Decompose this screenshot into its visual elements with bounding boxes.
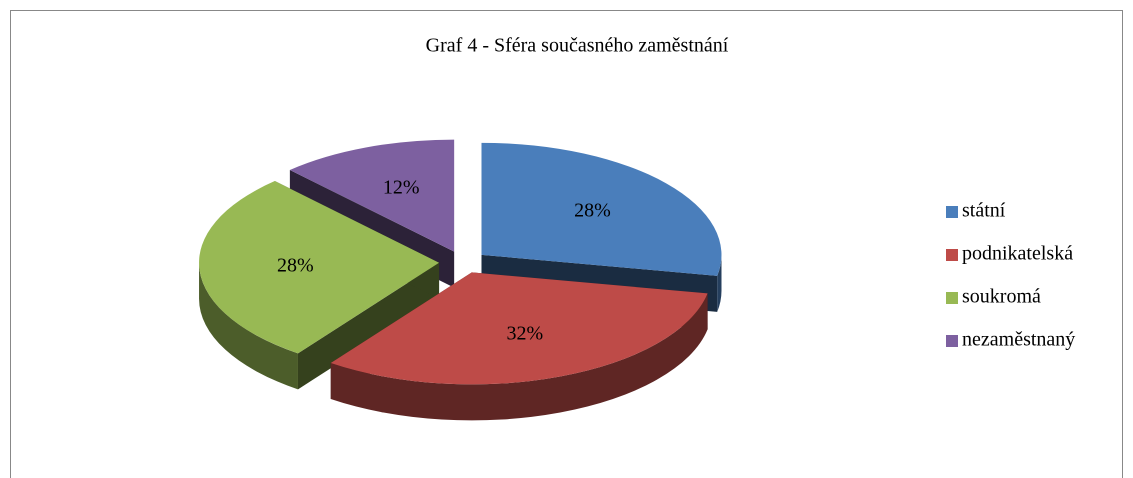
slice-side: [330, 293, 708, 421]
pie-slice: [199, 181, 440, 354]
chart-title: Graf 4 - Sféra současného zaměstnání: [426, 35, 729, 57]
legend-swatch: [946, 292, 958, 304]
legend-label: státní: [962, 200, 1006, 222]
pie-slice: [289, 139, 455, 252]
slice-side: [199, 262, 298, 390]
legend-swatch: [946, 335, 958, 347]
pie-slice: [481, 142, 722, 276]
data-label: 28%: [277, 255, 314, 277]
slice-side: [297, 262, 440, 390]
data-label: 28%: [574, 200, 611, 222]
data-label: 32%: [507, 322, 544, 344]
chart-frame: [10, 10, 1123, 478]
legend-swatch: [946, 249, 958, 261]
legend-label: nezaměstnaný: [962, 329, 1075, 351]
data-label: 12%: [383, 177, 420, 199]
legend-label: podnikatelská: [962, 243, 1073, 265]
pie-slice: [330, 272, 708, 385]
legend-label: soukromá: [962, 286, 1041, 308]
legend-swatch: [946, 206, 958, 218]
slice-side: [717, 254, 722, 312]
